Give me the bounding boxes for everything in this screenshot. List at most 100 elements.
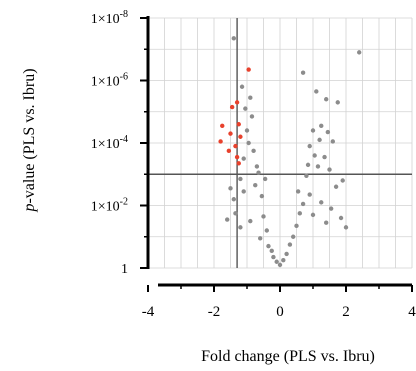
data-point-gray [269,248,274,254]
data-point-gray [300,70,306,75]
y-tick-base: 1×10 [91,12,120,27]
data-point-red [229,104,235,110]
data-point-red [234,154,240,160]
y-axis-label-rest: -value (PLS vs. Ibru) [21,68,38,203]
data-point-red [246,67,251,72]
data-point-red [238,134,243,139]
y-axis-label: p-value (PLS vs. Ibru) [21,68,38,212]
grid [147,17,413,269]
data-point-gray [243,106,248,111]
y-tick-base: 1 [121,262,128,277]
data-point-gray [225,217,230,222]
data-point-gray [305,162,311,168]
data-point-red [236,122,241,127]
y-tick-base: 1×10 [91,75,120,90]
x-tick-label: -2 [208,304,221,320]
y-tick-label: 1×10-6 [91,72,128,90]
data-point-gray [274,259,279,264]
data-point-gray [238,225,243,230]
data-point-red [218,139,223,144]
data-point-gray [307,143,312,149]
data-point-red [233,143,238,149]
data-point-gray [284,251,289,257]
data-point-gray [254,164,260,169]
data-point-gray [291,234,296,239]
data-point-gray [262,176,268,182]
data-point-gray [251,148,256,154]
data-point-red [234,100,240,105]
data-point-gray [335,100,340,105]
data-point-gray [241,189,246,194]
data-point-gray [322,154,327,160]
data-point-gray [328,206,334,211]
data-point-red [228,131,233,136]
data-point-gray [317,137,322,143]
data-point-gray [253,182,258,188]
y-tick-exponent: -8 [120,9,128,20]
y-tick-exponent: -4 [120,134,128,145]
data-point-gray [266,243,271,249]
data-point-gray [324,97,329,102]
y-tick-exponent: -6 [120,72,128,83]
data-point-gray [231,36,236,41]
data-point-gray [294,223,299,229]
data-point-gray [333,184,339,189]
y-tick-label: 1×10-8 [91,9,128,27]
data-point-gray [233,211,238,216]
data-point-gray [256,170,261,175]
data-point-gray [340,178,345,183]
data-point-gray [238,176,243,182]
data-point-gray [310,128,316,133]
x-tick-labels: -4 -2 0 2 4 [142,304,416,320]
x-tick-label: 4 [408,304,416,320]
data-point-gray [338,215,344,221]
data-point-gray [324,220,329,225]
axes [140,16,413,292]
y-tick-labels: 11×10-21×10-41×10-61×10-8 [91,9,128,277]
data-point-gray [319,123,324,129]
data-point-gray [300,201,306,207]
y-tick-label: 1×10-2 [91,197,128,215]
y-tick-label: 1×10-4 [91,134,128,152]
data-point-gray [239,84,245,89]
x-tick-label: 0 [276,304,284,320]
reference-lines [148,18,412,268]
data-point-gray [307,192,312,197]
data-point-gray [259,193,265,199]
data-point-gray [261,214,266,219]
data-point-gray [281,257,286,263]
x-axis-label: Fold change (PLS vs. Ibru) [201,348,375,365]
data-point-gray [315,164,321,169]
data-point-gray [327,167,332,172]
data-point-gray [295,189,301,194]
data-point-gray [249,114,255,119]
data-point-gray [357,50,362,55]
data-points [218,36,362,268]
y-axis-label-p: p [21,204,38,213]
data-point-gray [312,153,317,158]
data-point-gray [314,89,319,94]
data-point-gray [241,156,246,161]
data-point-red [226,148,232,154]
data-point-gray [297,211,302,216]
data-point-gray [244,128,250,133]
data-point-gray [310,212,316,218]
data-point-gray [248,95,253,100]
data-point-gray [264,228,269,233]
data-point-red [220,123,225,129]
data-point-gray [287,242,293,247]
data-point-gray [228,186,233,191]
data-point-gray [248,218,253,224]
y-tick-label: 1 [121,262,128,277]
y-tick-base: 1×10 [91,200,120,215]
data-point-gray [258,236,263,241]
y-tick-exponent: -2 [120,197,128,208]
data-point-gray [325,129,331,135]
x-tick-label: -4 [142,304,155,320]
data-point-gray [304,173,309,179]
data-point-gray [277,262,283,268]
data-point-gray [330,139,335,144]
data-point-gray [319,200,324,205]
